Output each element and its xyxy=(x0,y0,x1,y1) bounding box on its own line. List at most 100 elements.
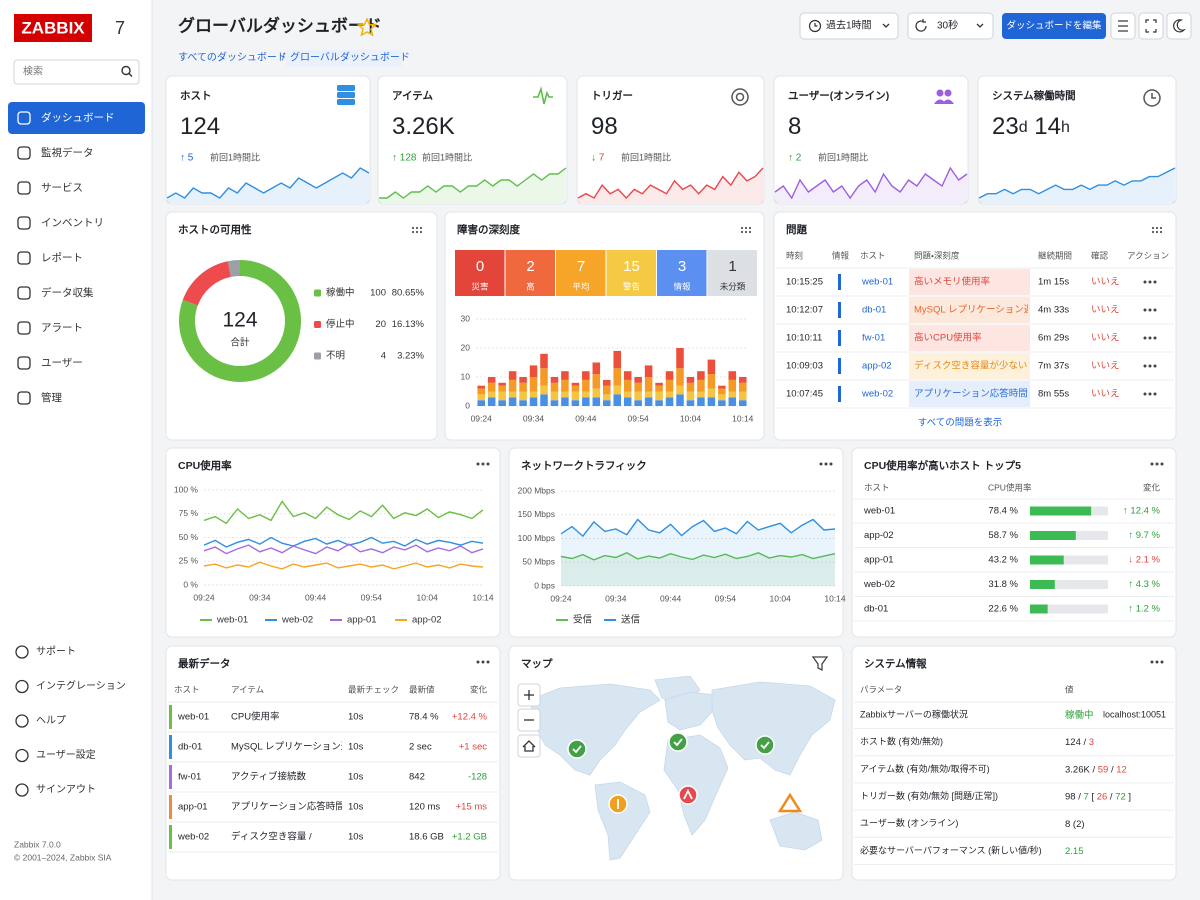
panel-title: CPU使用率 xyxy=(178,459,232,472)
bar-segment xyxy=(529,377,538,392)
clock-icon xyxy=(814,23,818,27)
bar-segment xyxy=(571,382,580,386)
nav-item[interactable]: 監視データ xyxy=(41,146,94,159)
legend-label: 不明 xyxy=(326,351,345,362)
card-value: 98 xyxy=(591,113,618,140)
bar-segment xyxy=(686,382,695,392)
cell-ack[interactable]: いいえ xyxy=(1091,277,1120,288)
info-marker xyxy=(838,330,841,346)
cell-time: 10:15:25 xyxy=(786,277,823,288)
breadcrumb[interactable]: すべてのダッシュボード xyxy=(178,51,287,64)
map-marker-alert[interactable] xyxy=(777,792,803,813)
cell-item: アクティブ接続数 xyxy=(231,771,306,783)
menu-icon xyxy=(486,462,490,466)
menu-icon xyxy=(1148,364,1152,368)
legend-percent: 3.23% xyxy=(397,351,424,362)
map-marker-problem[interactable] xyxy=(678,785,698,805)
map-control[interactable] xyxy=(517,734,541,758)
nav-item[interactable]: サインアウト xyxy=(36,784,96,796)
edit-button-label[interactable]: ダッシュボードを編集 xyxy=(1006,20,1102,32)
cell-value: 98 / 7 [ 26 / 72 ] xyxy=(1065,791,1131,802)
cell-change: +1.2 GB xyxy=(452,832,487,843)
severity-label: 高 xyxy=(526,281,535,291)
legend-dot xyxy=(314,321,321,328)
nav-item[interactable]: 管理 xyxy=(41,391,62,404)
cell-host[interactable]: db-01 xyxy=(862,305,886,316)
nav-item[interactable]: インテグレーション xyxy=(36,679,126,692)
nav-item[interactable]: サービス xyxy=(41,182,83,194)
value-part: 12 xyxy=(1116,764,1127,775)
nav-item[interactable]: ダッシュボード xyxy=(41,111,115,124)
cell-value: 18.6 GB xyxy=(409,832,444,843)
cell-ack[interactable]: いいえ xyxy=(1091,389,1120,400)
cell-problem[interactable]: MySQL レプリケーション遅延 xyxy=(914,304,1043,316)
nav-item[interactable]: サポート xyxy=(36,646,76,658)
view-all-link[interactable]: すべての問題を表示 xyxy=(918,418,1002,429)
value-part: 稼働中 xyxy=(1065,709,1094,721)
nav-item[interactable]: アラート xyxy=(41,322,83,334)
bar-segment xyxy=(603,379,611,386)
x-tick-label: 10:04 xyxy=(417,592,439,602)
cell-check: 10s xyxy=(348,772,364,783)
x-tick-label: 09:24 xyxy=(550,593,572,603)
nav-item[interactable]: インベントリ xyxy=(41,217,104,229)
x-tick-label: 10:14 xyxy=(824,593,846,603)
bar-segment xyxy=(707,359,716,375)
bar-segment xyxy=(582,371,590,380)
cell-host[interactable]: web-02 xyxy=(861,389,893,400)
nav-item[interactable]: ユーザー設定 xyxy=(36,749,96,761)
severity-label: 情報 xyxy=(673,281,691,291)
bar-segment xyxy=(550,391,559,401)
cell-ack[interactable]: いいえ xyxy=(1091,361,1120,372)
legend-label: 稼働中 xyxy=(326,287,355,299)
bar-segment xyxy=(707,397,716,406)
bar-segment xyxy=(592,388,601,398)
panel-title: システム情報 xyxy=(864,657,927,670)
check-icon xyxy=(760,741,770,750)
legend-label: 送信 xyxy=(621,614,641,626)
time-range[interactable]: 過去1時間 xyxy=(826,20,872,32)
bar-segment xyxy=(540,368,548,386)
cell-ack[interactable]: いいえ xyxy=(1091,305,1120,316)
cell-problem[interactable]: 高いメモリ使用率 xyxy=(914,276,990,288)
nav-item[interactable]: ヘルプ xyxy=(36,715,66,727)
favorite-star[interactable] xyxy=(356,17,378,37)
nav-item[interactable]: レポート xyxy=(41,252,83,264)
severity-cell xyxy=(909,269,1030,295)
value-part: 8 (2) xyxy=(1065,818,1085,829)
icon-button[interactable] xyxy=(1138,12,1164,40)
panel xyxy=(165,645,501,881)
cell-host[interactable]: fw-01 xyxy=(862,333,885,344)
cell-host: web-02 xyxy=(177,832,209,843)
cell-ack[interactable]: いいえ xyxy=(1091,333,1120,344)
map-marker-ok[interactable] xyxy=(755,735,775,755)
card-delta: ↑ 2 xyxy=(788,153,802,164)
cell-host[interactable]: web-01 xyxy=(861,277,893,288)
nav-item[interactable]: ユーザー xyxy=(41,357,83,369)
bar-segment xyxy=(603,394,611,401)
check-icon xyxy=(673,738,683,747)
filter-icon[interactable] xyxy=(811,656,829,672)
cell-problem[interactable]: アプリケーション応答時間 xyxy=(914,388,1028,400)
cell-problem[interactable]: ディスク空き容量が少ない / xyxy=(914,360,1033,372)
edit-button[interactable] xyxy=(1002,13,1106,39)
menu-icon xyxy=(481,660,485,664)
panel-title: マップ xyxy=(521,657,553,670)
time-range-button[interactable] xyxy=(799,12,899,40)
cell-problem[interactable]: 高いCPU使用率 xyxy=(914,332,982,344)
menu-icon xyxy=(744,226,748,230)
menu-icon xyxy=(476,660,480,664)
refresh-button[interactable] xyxy=(907,12,994,40)
cell-host[interactable]: app-02 xyxy=(862,361,892,372)
map-marker-ok[interactable] xyxy=(668,732,688,752)
cell-check: 10s xyxy=(348,802,364,813)
legend-count: 20 xyxy=(375,319,386,330)
refresh[interactable]: 30秒 xyxy=(937,19,958,32)
icon-button[interactable] xyxy=(1166,12,1192,40)
bar-segment xyxy=(613,350,621,369)
nav-item[interactable]: データ収集 xyxy=(41,286,94,299)
donut-segment xyxy=(227,260,241,277)
nav-active[interactable] xyxy=(8,102,145,134)
map-marker-ok[interactable] xyxy=(567,739,587,759)
search-box[interactable] xyxy=(13,59,140,85)
